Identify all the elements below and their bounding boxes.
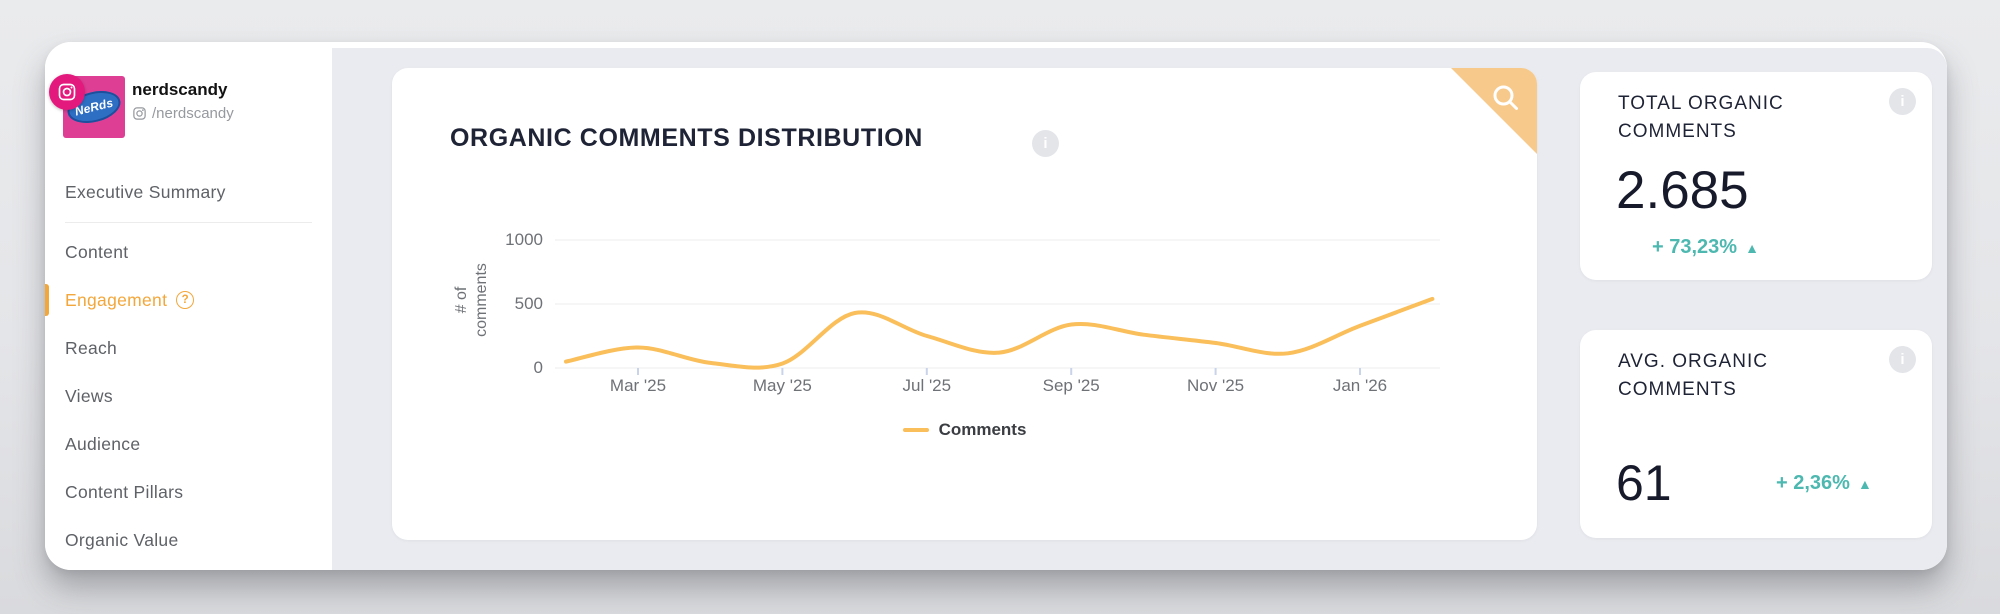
stat-info-icon[interactable]: i bbox=[1889, 346, 1916, 373]
x-tick-label: Jul '25 bbox=[902, 376, 952, 395]
nav-divider bbox=[65, 222, 312, 223]
x-tick-label: Mar '25 bbox=[609, 376, 667, 395]
avg-organic-comments-card: AVG. ORGANIC COMMENTS i 61 + 2,36% ▲ bbox=[1580, 330, 1932, 538]
x-tick-label: May '25 bbox=[752, 376, 812, 395]
stat-card-title: TOTAL ORGANIC COMMENTS bbox=[1618, 93, 1784, 142]
sidebar-item-views[interactable]: Views bbox=[45, 372, 332, 420]
sidebar-item-engagement[interactable]: Engagement? bbox=[45, 276, 332, 324]
comments-series-line bbox=[564, 296, 1435, 370]
stat-change-badge: + 2,36% ▲ bbox=[1776, 472, 1872, 495]
sidebar-item-label: Organic Value bbox=[65, 529, 179, 550]
y-tick-label: 0 bbox=[533, 358, 543, 377]
sidebar-item-label: Content bbox=[65, 241, 129, 262]
instagram-badge-icon bbox=[49, 74, 85, 110]
instagram-icon bbox=[133, 107, 146, 120]
legend-label: Comments bbox=[938, 420, 1027, 439]
x-tick-label: Jan '26 bbox=[1332, 376, 1388, 395]
magnifier-icon bbox=[1493, 85, 1518, 110]
legend-line-swatch bbox=[902, 428, 929, 432]
x-tick-label: Sep '25 bbox=[1042, 376, 1100, 395]
sidebar-item-label: Content Pillars bbox=[65, 481, 184, 502]
stat-change-text: + 73,23% bbox=[1652, 236, 1738, 258]
report-window: NeRds nerdscandy /nerdscandy Ex bbox=[45, 42, 1947, 570]
profile-header: NeRds nerdscandy /nerdscandy bbox=[45, 72, 332, 142]
help-icon[interactable]: ? bbox=[176, 291, 195, 309]
chart-legend: Comments bbox=[392, 420, 1537, 440]
trend-up-icon: ▲ bbox=[1857, 475, 1872, 492]
stat-info-icon[interactable]: i bbox=[1889, 88, 1916, 115]
organic-comments-chart-card: ORGANIC COMMENTS DISTRIBUTION i # of comm… bbox=[392, 68, 1537, 540]
profile-handle-text: /nerdscandy bbox=[152, 105, 234, 122]
report-canvas: ORGANIC COMMENTS DISTRIBUTION i # of comm… bbox=[332, 48, 1947, 570]
sidebar-item-organic-value[interactable]: Organic Value bbox=[45, 516, 332, 564]
active-item-indicator bbox=[45, 284, 49, 316]
profile-name: nerdscandy bbox=[132, 80, 228, 99]
sidebar-item-executive-summary[interactable]: Executive Summary bbox=[45, 168, 332, 216]
stat-value: 61 bbox=[1616, 455, 1672, 511]
stat-card-title: AVG. ORGANIC COMMENTS bbox=[1618, 351, 1768, 400]
trend-up-icon: ▲ bbox=[1745, 239, 1759, 256]
sidebar-item-label: Views bbox=[65, 385, 113, 406]
x-tick-label: Nov '25 bbox=[1187, 376, 1245, 395]
profile-handle: /nerdscandy bbox=[132, 105, 234, 122]
sidebar-item-label: Audience bbox=[65, 433, 141, 454]
sidebar-nav: Executive Summary Content Engagement? Reach… bbox=[45, 168, 332, 564]
sidebar-item-content-pillars[interactable]: Content Pillars bbox=[45, 468, 332, 516]
sidebar-item-label: Reach bbox=[65, 337, 118, 358]
sidebar: NeRds nerdscandy /nerdscandy Ex bbox=[45, 42, 332, 570]
total-organic-comments-card: TOTAL ORGANIC COMMENTS i 2.685 + 73,23% … bbox=[1580, 72, 1932, 280]
stat-change-badge: + 73,23% ▲ bbox=[1652, 236, 1759, 259]
sidebar-item-audience[interactable]: Audience bbox=[45, 420, 332, 468]
stat-value: 2.685 bbox=[1616, 161, 1749, 220]
stat-change-text: + 2,36% bbox=[1776, 472, 1850, 494]
sidebar-item-content[interactable]: Content bbox=[45, 228, 332, 276]
sidebar-item-label: Executive Summary bbox=[65, 181, 226, 202]
comments-line-chart bbox=[555, 239, 1440, 375]
y-tick-label: 500 bbox=[514, 294, 543, 313]
y-tick-label: 1000 bbox=[505, 230, 543, 249]
chart-info-icon[interactable]: i bbox=[1032, 130, 1059, 157]
sidebar-item-label: Engagement bbox=[65, 289, 168, 310]
chart-title: ORGANIC COMMENTS DISTRIBUTION bbox=[450, 124, 923, 152]
chart-zoom-button[interactable] bbox=[1451, 68, 1537, 154]
sidebar-item-reach[interactable]: Reach bbox=[45, 324, 332, 372]
